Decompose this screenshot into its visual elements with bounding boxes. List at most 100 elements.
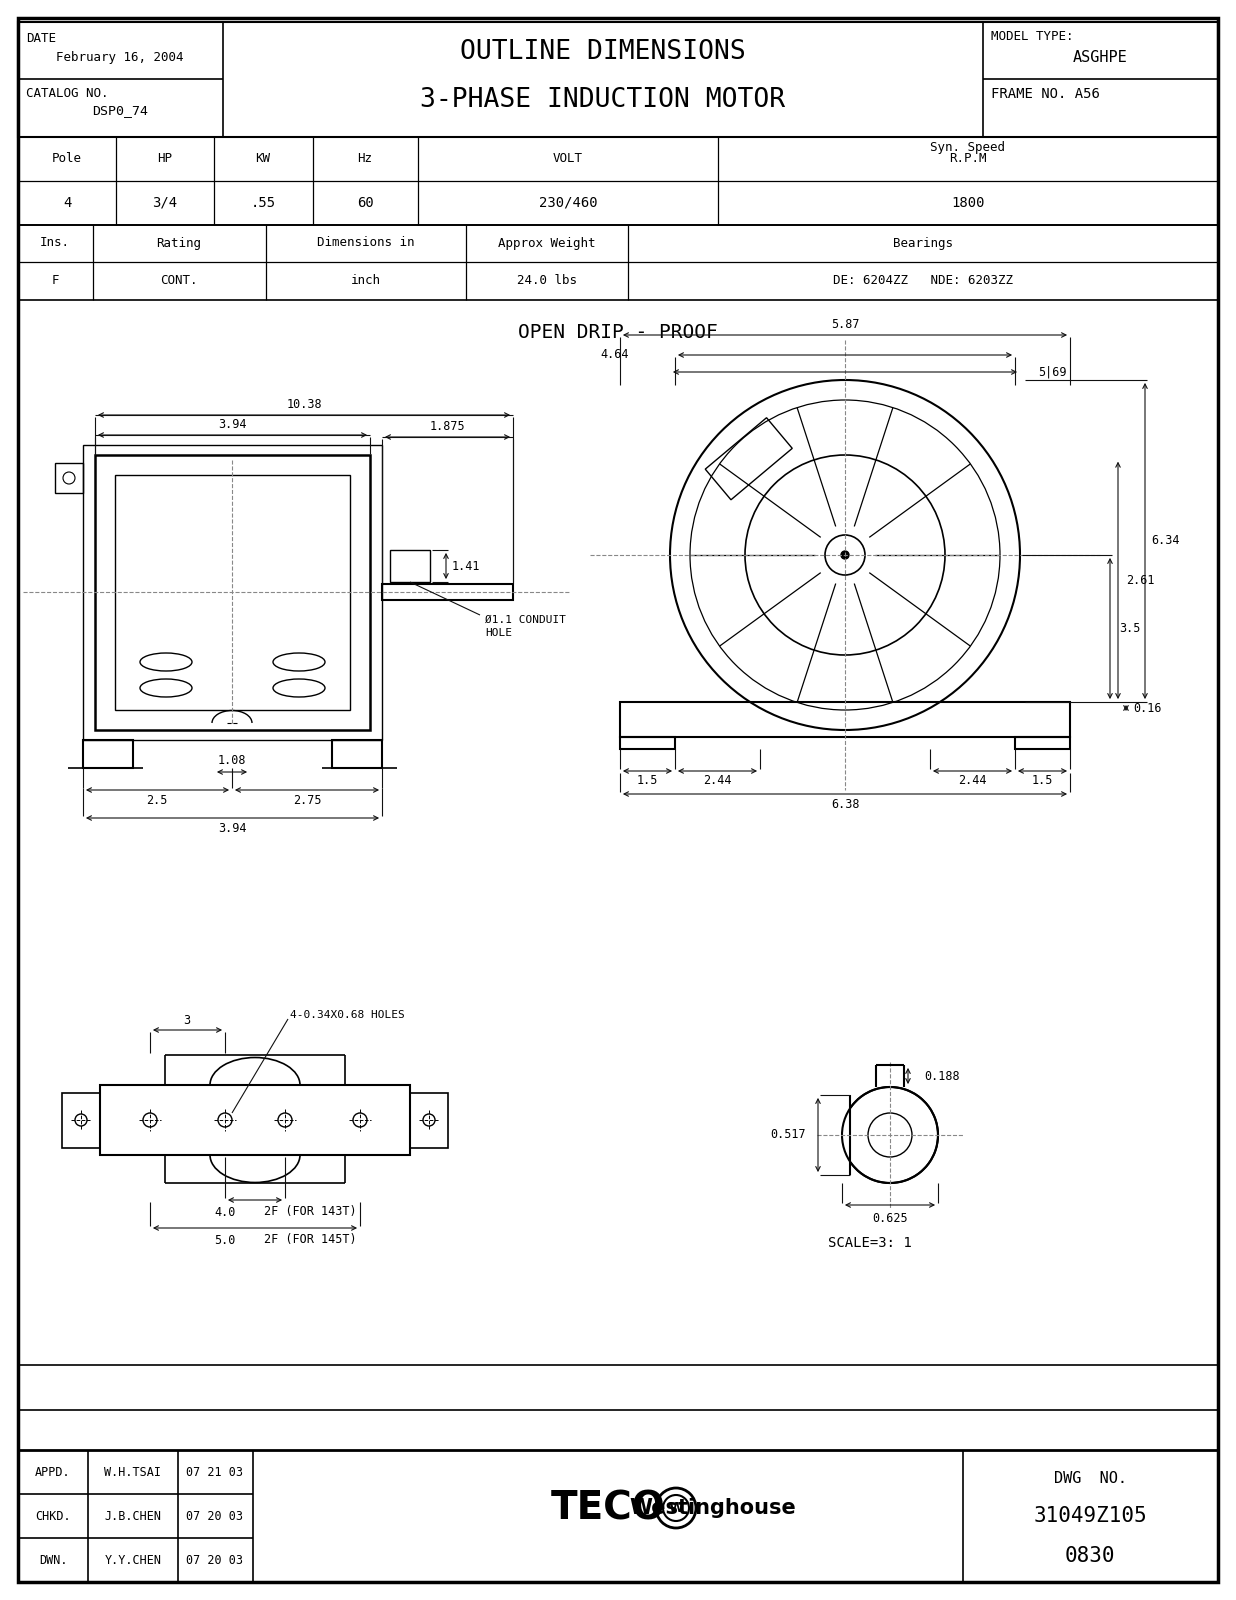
Text: 0.16: 0.16 — [1133, 701, 1162, 715]
Text: 31049Z105: 31049Z105 — [1033, 1506, 1147, 1526]
Text: 1800: 1800 — [952, 195, 985, 210]
Text: 0.517: 0.517 — [770, 1128, 806, 1141]
Text: 1.5: 1.5 — [1031, 774, 1053, 787]
Bar — [1015, 738, 1070, 749]
Text: OPEN DRIP - PROOF: OPEN DRIP - PROOF — [518, 323, 718, 341]
Text: Y.Y.CHEN: Y.Y.CHEN — [105, 1554, 162, 1566]
Text: 1.41: 1.41 — [451, 560, 481, 573]
Text: 0.625: 0.625 — [873, 1211, 907, 1224]
Text: 3.94: 3.94 — [218, 821, 246, 835]
Text: 4.64: 4.64 — [601, 349, 629, 362]
Text: 2.44: 2.44 — [958, 774, 986, 787]
Text: DATE: DATE — [26, 32, 56, 45]
Text: Rating: Rating — [157, 237, 201, 250]
Text: ASGHPE: ASGHPE — [1073, 51, 1127, 66]
Text: 10.38: 10.38 — [287, 398, 321, 411]
Text: DWG  NO.: DWG NO. — [1053, 1470, 1126, 1486]
Text: HOLE: HOLE — [485, 627, 512, 638]
Text: 0.188: 0.188 — [925, 1069, 960, 1083]
Text: 4: 4 — [63, 195, 72, 210]
Text: DSP0_74: DSP0_74 — [91, 104, 148, 117]
Bar — [620, 738, 675, 749]
Text: R.P.M: R.P.M — [949, 152, 986, 165]
Text: J.B.CHEN: J.B.CHEN — [105, 1509, 162, 1523]
Text: 3-PHASE INDUCTION MOTOR: 3-PHASE INDUCTION MOTOR — [420, 86, 786, 114]
Text: 3: 3 — [183, 1013, 190, 1027]
Bar — [100, 1085, 410, 1155]
Text: 1.08: 1.08 — [218, 754, 246, 766]
Text: F: F — [51, 275, 59, 288]
Text: 3.5: 3.5 — [1120, 621, 1141, 635]
Text: 1.875: 1.875 — [429, 421, 465, 434]
Text: 2.75: 2.75 — [293, 794, 321, 806]
Text: CHKD.: CHKD. — [35, 1509, 70, 1523]
Text: 6.34: 6.34 — [1151, 534, 1179, 547]
Text: 3/4: 3/4 — [152, 195, 178, 210]
Bar — [620, 702, 1070, 738]
Circle shape — [840, 550, 849, 558]
Text: 24.0 lbs: 24.0 lbs — [517, 275, 577, 288]
Text: 2F (FOR 143T): 2F (FOR 143T) — [263, 1205, 356, 1219]
Bar — [19, 1450, 1217, 1582]
Text: DWN.: DWN. — [38, 1554, 67, 1566]
Text: SCALE=3: 1: SCALE=3: 1 — [828, 1235, 912, 1250]
Text: DE: 6204ZZ   NDE: 6203ZZ: DE: 6204ZZ NDE: 6203ZZ — [833, 275, 1014, 288]
Bar — [382, 584, 513, 600]
Text: 2.61: 2.61 — [1126, 573, 1154, 587]
Text: Bearings: Bearings — [892, 237, 953, 250]
Text: W: W — [669, 1501, 684, 1515]
Text: 07 20 03: 07 20 03 — [187, 1554, 243, 1566]
Text: Dimensions in: Dimensions in — [318, 237, 415, 250]
Text: 4.0: 4.0 — [214, 1205, 236, 1219]
Bar — [19, 1365, 1217, 1410]
Text: 5|69: 5|69 — [1038, 365, 1067, 379]
Text: 60: 60 — [357, 195, 373, 210]
Text: Westinghouse: Westinghouse — [629, 1498, 796, 1518]
Bar — [83, 445, 382, 739]
Bar — [62, 1093, 100, 1149]
Bar — [391, 550, 430, 582]
Bar — [19, 226, 1217, 301]
Text: MODEL TYPE:: MODEL TYPE: — [991, 30, 1074, 43]
Text: 2.44: 2.44 — [703, 774, 732, 787]
Text: 6.38: 6.38 — [831, 797, 859, 811]
Text: 07 20 03: 07 20 03 — [187, 1509, 243, 1523]
Text: 1.5: 1.5 — [637, 774, 658, 787]
Text: 3.94: 3.94 — [218, 419, 246, 432]
Text: OUTLINE DIMENSIONS: OUTLINE DIMENSIONS — [460, 38, 745, 66]
Text: KW: KW — [256, 152, 271, 165]
Text: CONT.: CONT. — [161, 275, 198, 288]
Bar — [115, 475, 350, 710]
Text: 2F (FOR 145T): 2F (FOR 145T) — [263, 1234, 356, 1246]
Text: 230/460: 230/460 — [539, 195, 597, 210]
Text: Approx Weight: Approx Weight — [498, 237, 596, 250]
Text: 07 21 03: 07 21 03 — [187, 1466, 243, 1478]
Text: 0830: 0830 — [1064, 1546, 1115, 1565]
Text: CATALOG NO.: CATALOG NO. — [26, 86, 109, 99]
Text: VOLT: VOLT — [552, 152, 583, 165]
Text: Hz: Hz — [357, 152, 372, 165]
Bar — [54, 462, 83, 493]
Bar — [19, 22, 1217, 138]
Bar — [95, 454, 370, 730]
Text: 5.87: 5.87 — [831, 318, 859, 331]
Text: Ins.: Ins. — [40, 237, 70, 250]
Text: Ø1.1 CONDUIT: Ø1.1 CONDUIT — [485, 614, 566, 626]
Bar — [332, 739, 382, 768]
Text: APPD.: APPD. — [35, 1466, 70, 1478]
Text: HP: HP — [157, 152, 173, 165]
Bar — [83, 739, 133, 768]
Bar — [410, 1093, 447, 1149]
Text: TECO: TECO — [550, 1490, 665, 1526]
Text: 2.5: 2.5 — [146, 794, 168, 806]
Text: .55: .55 — [251, 195, 276, 210]
Text: February 16, 2004: February 16, 2004 — [57, 51, 184, 64]
Text: 4-0.34X0.68 HOLES: 4-0.34X0.68 HOLES — [290, 1010, 404, 1021]
Text: inch: inch — [351, 275, 381, 288]
Text: Syn. Speed: Syn. Speed — [931, 141, 1006, 154]
Text: Pole: Pole — [52, 152, 82, 165]
Bar — [19, 138, 1217, 226]
Text: FRAME NO. A56: FRAME NO. A56 — [991, 86, 1100, 101]
Text: 5.0: 5.0 — [214, 1234, 236, 1246]
Text: W.H.TSAI: W.H.TSAI — [105, 1466, 162, 1478]
